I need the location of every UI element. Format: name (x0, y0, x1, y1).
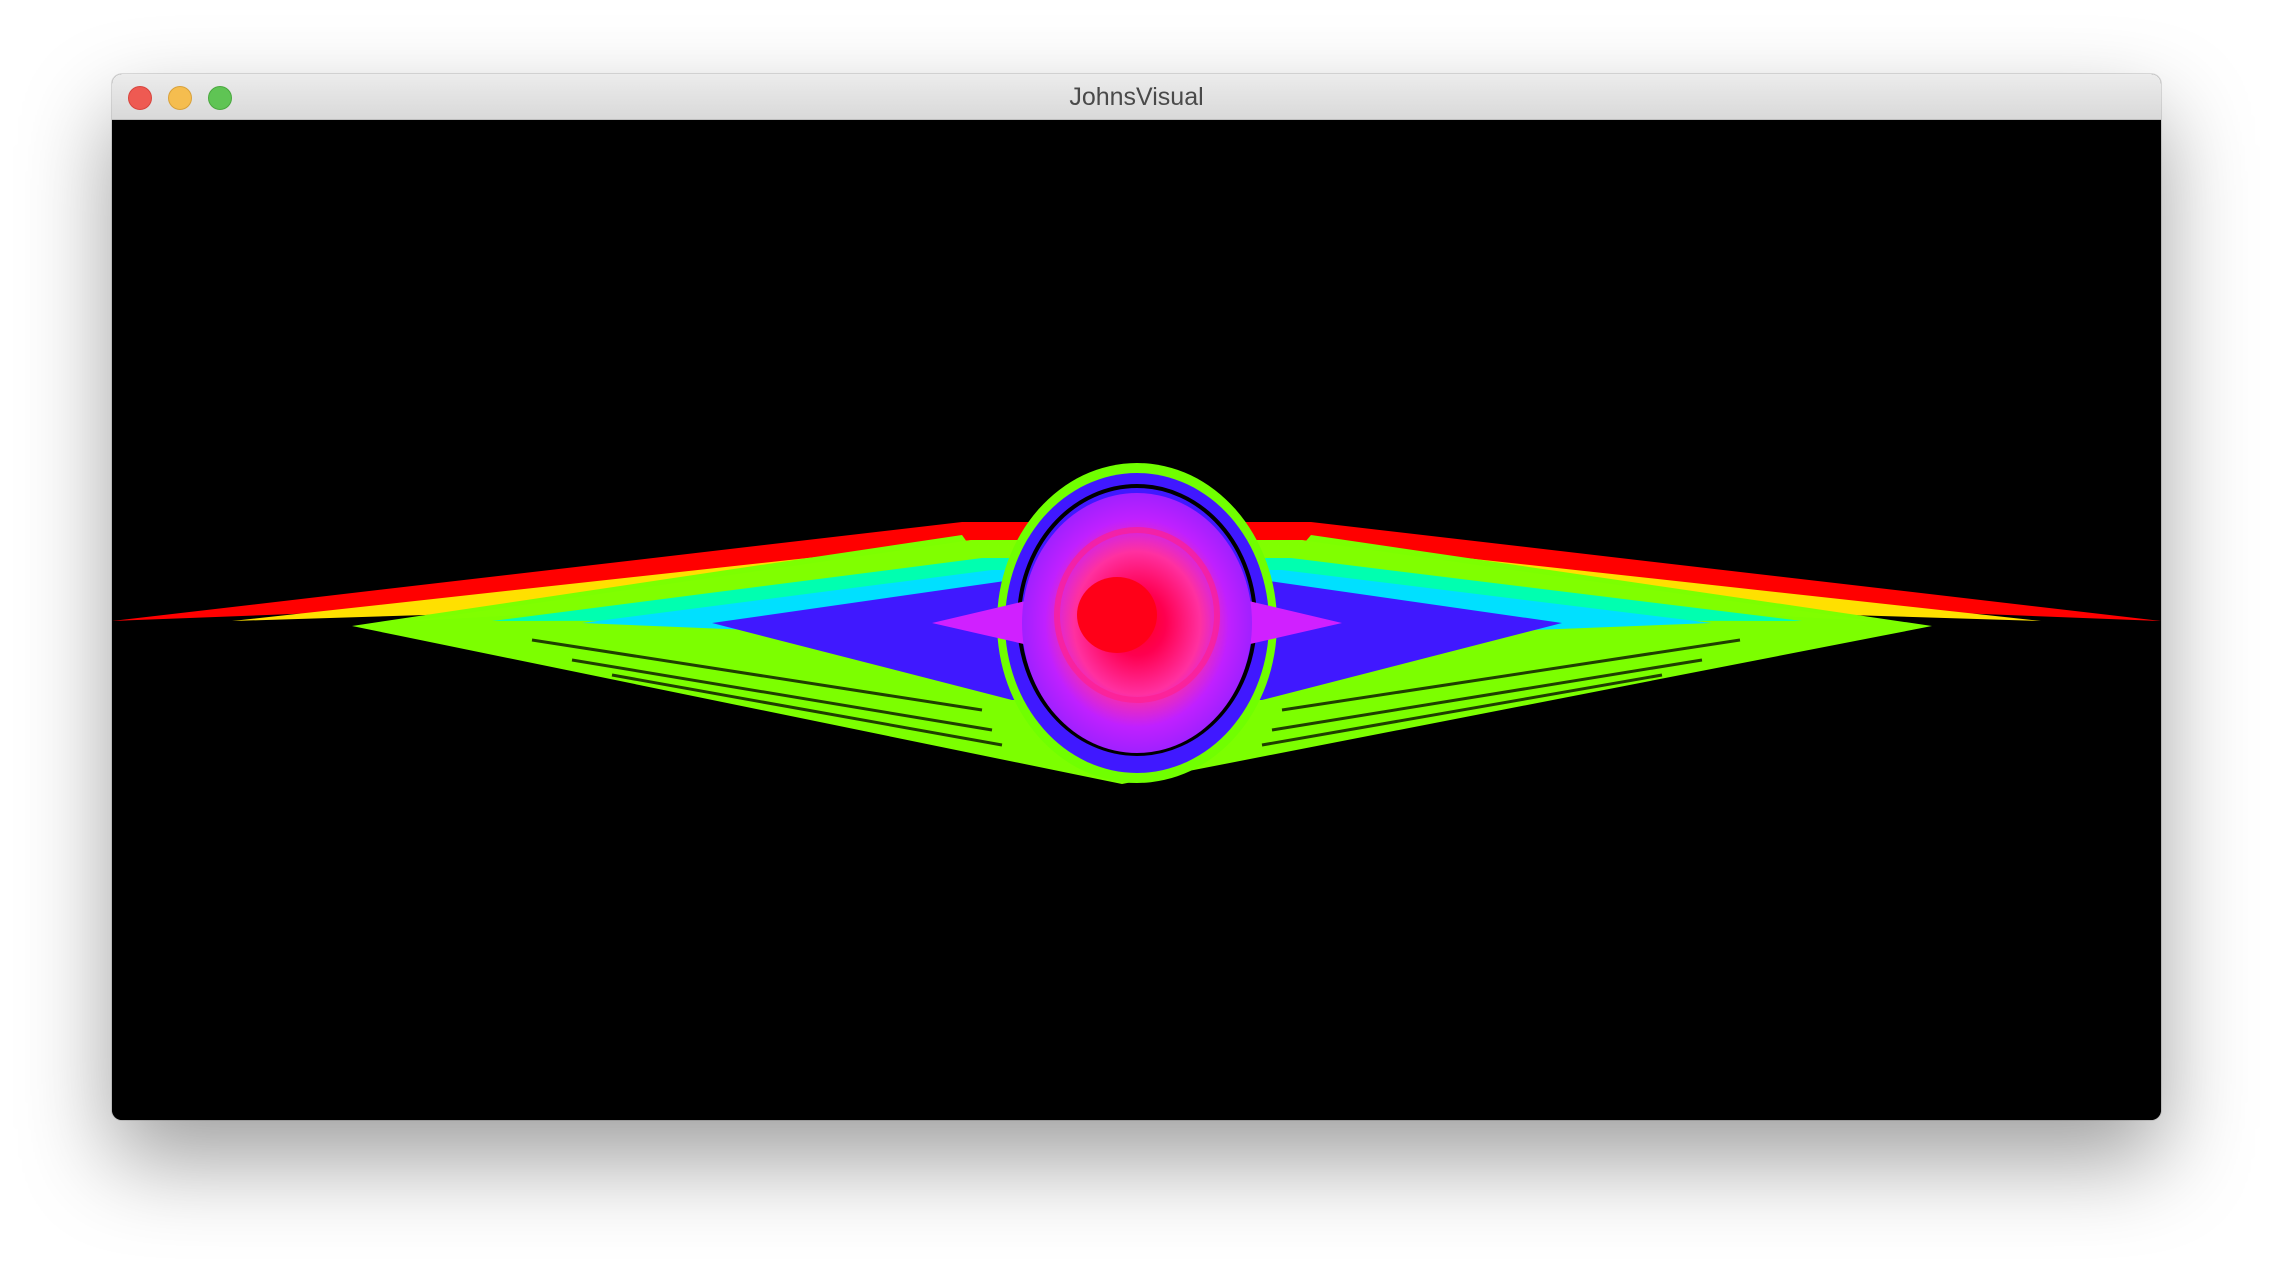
minimize-icon[interactable] (168, 86, 192, 110)
core-center (1077, 577, 1157, 653)
lower-streaks (531, 638, 1741, 747)
app-window: JohnsVisual (112, 74, 2161, 1120)
title-bar[interactable]: JohnsVisual (112, 74, 2161, 120)
close-icon[interactable] (128, 86, 152, 110)
render-canvas[interactable] (112, 120, 2161, 1120)
window-title: JohnsVisual (1069, 83, 1204, 111)
zoom-icon[interactable] (208, 86, 232, 110)
core-ring-inner (1054, 527, 1220, 703)
visualization (112, 463, 2161, 784)
